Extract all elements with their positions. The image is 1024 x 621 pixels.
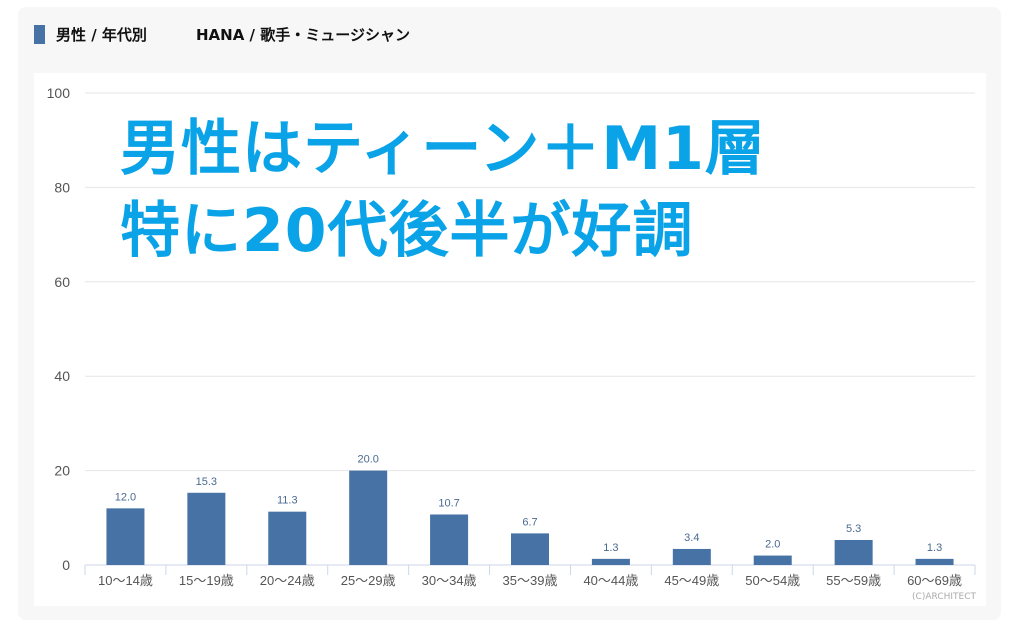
data-label: 3.4 — [684, 532, 699, 544]
bar — [430, 514, 469, 565]
bar — [349, 470, 388, 565]
bar — [591, 558, 630, 565]
y-tick-label: 60 — [54, 274, 70, 290]
data-label: 6.7 — [522, 516, 537, 528]
x-tick-label: 45〜49歳 — [664, 573, 719, 588]
x-tick-label: 25〜29歳 — [341, 573, 396, 588]
x-tick-label: 55〜59歳 — [826, 573, 881, 588]
bar — [268, 511, 307, 565]
data-label: 1.3 — [927, 542, 942, 554]
bar — [106, 508, 145, 565]
chart-subtitle: HANA / 歌手・ミュージシャン — [196, 26, 410, 44]
data-label: 5.3 — [846, 523, 861, 535]
y-tick-label: 20 — [54, 463, 70, 479]
overlay-caption-line2: 特に20代後半が好調 — [120, 196, 694, 266]
overlay-caption-line1: 男性はティーン＋M1層 — [120, 114, 766, 184]
chart-title: 男性 / 年代別 — [56, 26, 147, 44]
x-tick-label: 35〜39歳 — [503, 573, 558, 588]
bar — [915, 558, 954, 565]
bar — [753, 555, 792, 565]
y-tick-label: 0 — [62, 557, 70, 573]
x-tick-label: 50〜54歳 — [745, 573, 800, 588]
y-tick-label: 100 — [47, 85, 71, 101]
data-label: 20.0 — [357, 454, 378, 466]
data-label: 15.3 — [196, 476, 217, 488]
bar — [511, 533, 549, 565]
bar — [187, 492, 226, 565]
bar — [834, 539, 873, 565]
bar — [672, 548, 711, 565]
data-label: 12.0 — [115, 491, 136, 503]
credit-text: (C)ARCHITECT — [912, 592, 976, 602]
data-label: 11.3 — [277, 495, 298, 507]
data-label: 2.0 — [765, 539, 780, 551]
y-tick-label: 40 — [54, 368, 70, 384]
header-accent-mark — [34, 25, 45, 44]
x-tick-label: 10〜14歳 — [98, 573, 153, 588]
x-tick-label: 15〜19歳 — [179, 573, 234, 588]
x-tick-label: 30〜34歳 — [422, 573, 477, 588]
data-label: 1.3 — [603, 542, 618, 554]
x-tick-label: 20〜24歳 — [260, 573, 315, 588]
data-label: 10.7 — [438, 497, 459, 509]
x-tick-label: 60〜69歳 — [907, 573, 962, 588]
x-tick-label: 40〜44歳 — [583, 573, 638, 588]
y-tick-label: 80 — [54, 179, 70, 195]
